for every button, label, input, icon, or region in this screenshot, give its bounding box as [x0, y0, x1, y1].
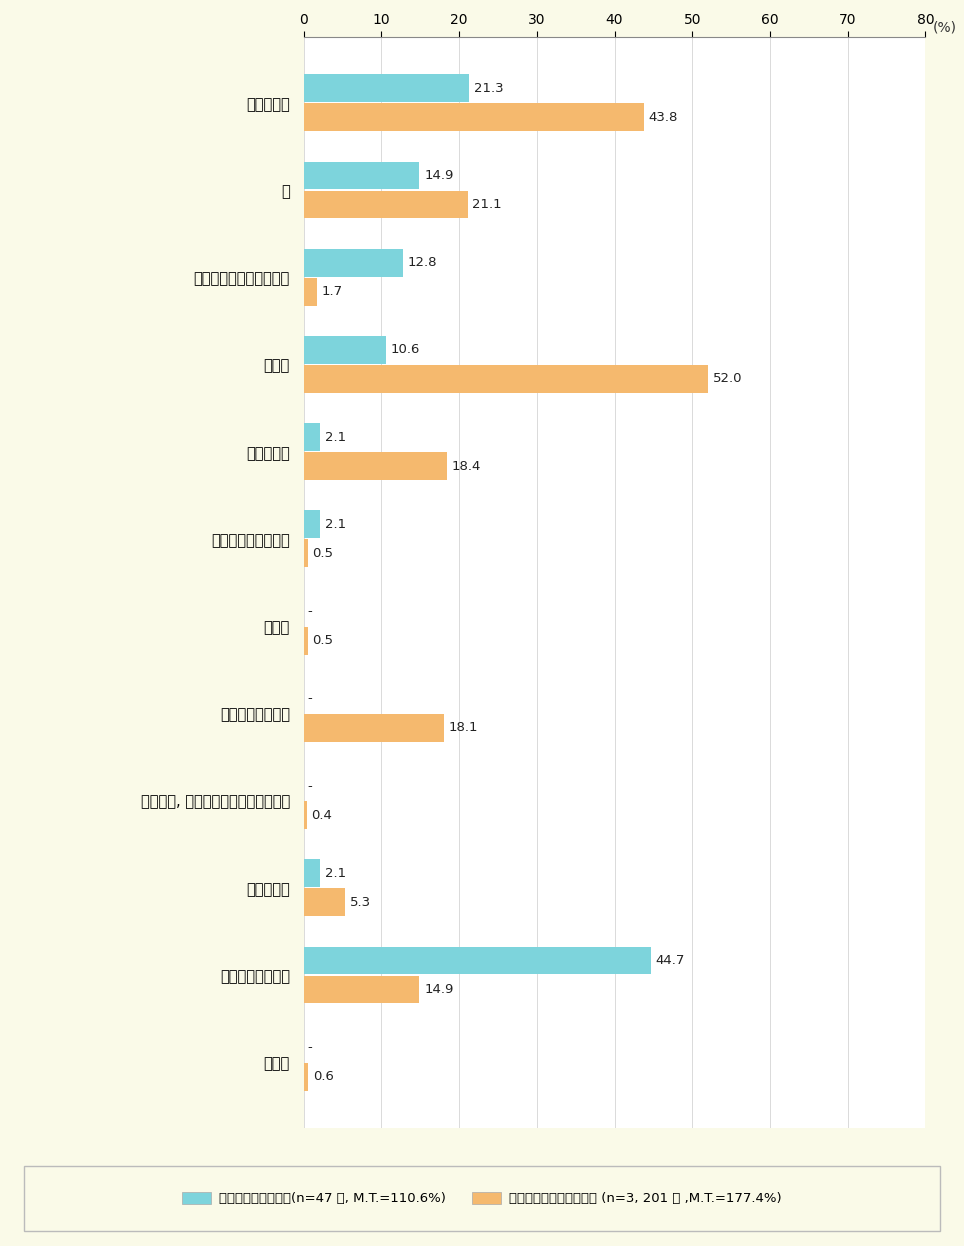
Bar: [304, 801, 307, 829]
Text: 2.1: 2.1: [325, 431, 346, 444]
Bar: [304, 627, 308, 654]
Text: 21.3: 21.3: [474, 82, 503, 95]
Bar: [304, 249, 403, 277]
Bar: [304, 511, 320, 538]
Text: -: -: [308, 606, 312, 618]
Legend: 広義のひきこもり群(n=47 人, M.T.=110.6%), 広義のひきこもり群以外 (n=3, 201 人 ,M.T.=177.4%): 広義のひきこもり群(n=47 人, M.T.=110.6%), 広義のひきこもり…: [176, 1186, 788, 1211]
Text: (%): (%): [932, 21, 956, 35]
Text: 0.5: 0.5: [312, 547, 334, 559]
Text: 0.6: 0.6: [313, 1070, 334, 1083]
Text: -: -: [308, 693, 312, 705]
Text: 10.6: 10.6: [390, 344, 420, 356]
Text: 14.9: 14.9: [424, 983, 453, 996]
Bar: [304, 365, 708, 392]
Text: 21.1: 21.1: [472, 198, 502, 211]
Text: 5.3: 5.3: [350, 896, 370, 908]
Text: -: -: [308, 780, 312, 792]
Text: 12.8: 12.8: [408, 257, 438, 269]
Bar: [304, 103, 644, 131]
Bar: [304, 424, 320, 451]
Bar: [304, 540, 308, 567]
Text: 44.7: 44.7: [656, 954, 685, 967]
Bar: [304, 714, 444, 741]
Text: 0.5: 0.5: [312, 634, 334, 647]
Bar: [304, 860, 320, 887]
Text: -: -: [308, 1042, 312, 1054]
Bar: [304, 452, 446, 480]
Text: 43.8: 43.8: [649, 111, 678, 123]
Text: 0.4: 0.4: [311, 809, 333, 821]
Text: 18.4: 18.4: [451, 460, 481, 472]
Bar: [304, 75, 469, 102]
Text: 2.1: 2.1: [325, 518, 346, 531]
Text: 52.0: 52.0: [712, 373, 742, 385]
Bar: [304, 278, 317, 305]
Text: 14.9: 14.9: [424, 169, 453, 182]
Text: 18.1: 18.1: [449, 721, 478, 734]
Bar: [304, 888, 345, 916]
Bar: [304, 191, 468, 218]
Bar: [304, 336, 386, 364]
Text: 2.1: 2.1: [325, 867, 346, 880]
Bar: [304, 976, 419, 1003]
Bar: [304, 1063, 308, 1090]
Text: 1.7: 1.7: [322, 285, 342, 298]
Bar: [304, 947, 651, 974]
Bar: [304, 162, 419, 189]
